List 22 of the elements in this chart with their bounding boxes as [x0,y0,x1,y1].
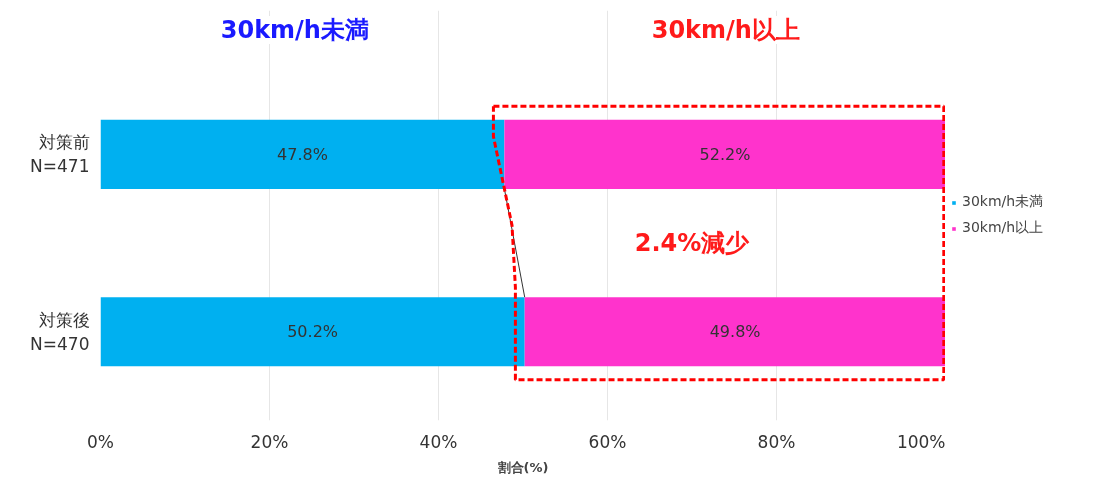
x-tick-label: 80% [757,431,796,452]
data-label: 50.2% [287,322,339,342]
bar [504,119,945,189]
annotation: 2.4%減少 [634,229,751,258]
x-tick-label: 40% [419,431,458,452]
data-label: 47.8% [277,144,328,164]
legend-label: 30km/h以上 [962,219,1044,237]
x-tick-label: 20% [250,431,289,452]
legend-label: 30km/h未満 [962,193,1044,211]
y-tick-label: 対策前 N=471 [30,132,90,177]
annotation: 30km/h未満 [220,16,369,45]
data-label: 52.2% [699,144,751,164]
x-tick-label: 0% [87,431,114,452]
x-tick-label: 100% [896,431,946,452]
x-tick-label: 60% [588,431,627,452]
annotation: 30km/h以上 [651,16,800,45]
x-axis-title: 割合(%) [496,459,549,475]
bar [100,119,505,189]
bar [524,297,945,367]
y-tick-label: 対策後 N=470 [30,309,90,354]
bar [100,297,525,367]
data-label: 49.8% [709,322,761,342]
